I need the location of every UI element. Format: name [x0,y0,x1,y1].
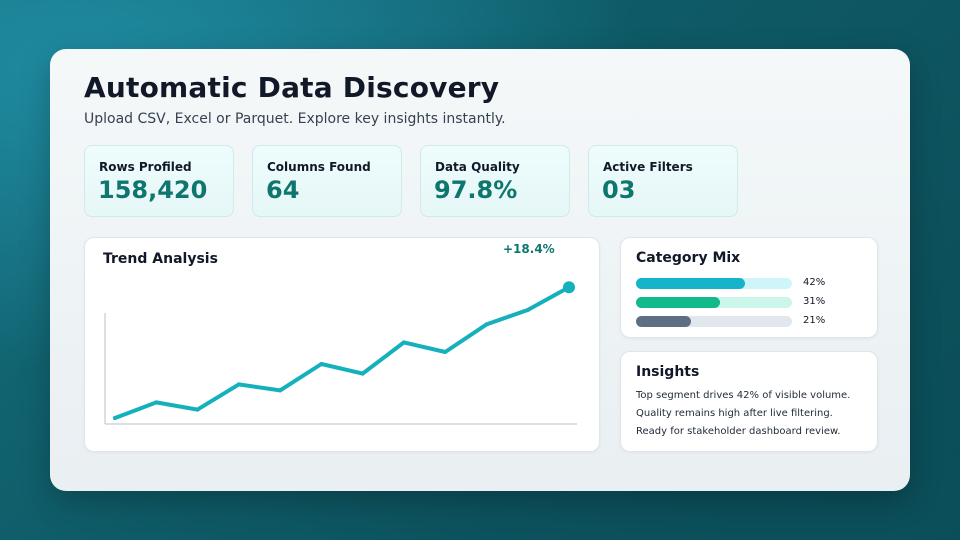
trend-point [236,382,241,387]
insights-title: Insights [636,364,700,380]
insight-line: Quality remains high after live filterin… [636,408,833,419]
trend-point [195,407,200,412]
trend-point [484,322,489,327]
category-bar-fill [636,297,721,308]
stat-card-filters: Active Filters 03 [588,145,738,217]
trend-point [278,388,283,393]
insight-line: Top segment drives 42% of visible volume… [636,390,851,401]
stat-label: Columns Found [267,160,371,174]
insight-line: Ready for stakeholder dashboard review. [636,426,841,437]
stat-label: Data Quality [435,160,520,174]
category-bar-fill [636,278,746,289]
category-bar-row: 31% [636,296,866,309]
trend-point [360,371,365,376]
category-bar-row: 21% [636,315,866,328]
category-mix-title: Category Mix [636,250,741,266]
stat-card-quality: Data Quality 97.8% [420,145,570,217]
category-bar-track [636,297,792,308]
trend-point [401,340,406,345]
trend-point [113,416,117,420]
trend-line [113,285,571,420]
trend-endpoint-marker [563,281,575,294]
trend-analysis-card: Trend Analysis +18.4% [84,237,600,452]
stat-value: 97.8% [434,176,518,204]
trend-point [443,350,448,354]
category-bar-track [636,316,792,327]
trend-delta-badge: +18.4% [503,242,555,256]
category-bar-percent: 21% [803,315,826,326]
category-mix-card: Category Mix 42% 31% 21% [620,237,878,338]
trend-point [154,400,159,405]
category-bar-track [636,278,792,289]
page-subtitle: Upload CSV, Excel or Parquet. Explore ke… [84,111,506,127]
stat-label: Rows Profiled [99,160,192,174]
category-bar-percent: 31% [803,296,826,307]
trend-title: Trend Analysis [103,251,218,267]
stat-value: 158,420 [98,176,208,204]
category-bar-fill [636,316,691,327]
main-panel: Automatic Data Discovery Upload CSV, Exc… [50,49,910,491]
trend-point [525,308,530,312]
trend-chart [104,281,577,425]
stat-card-columns: Columns Found 64 [252,145,402,217]
stat-value: 03 [602,176,636,204]
stat-label: Active Filters [603,160,693,174]
category-bar-percent: 42% [803,277,826,288]
category-bar-row: 42% [636,277,866,290]
page-title: Automatic Data Discovery [84,71,500,104]
trend-point [319,362,324,366]
stat-card-rows: Rows Profiled 158,420 [84,145,234,217]
insights-card: Insights Top segment drives 42% of visib… [620,351,878,452]
stat-value: 64 [266,176,300,204]
